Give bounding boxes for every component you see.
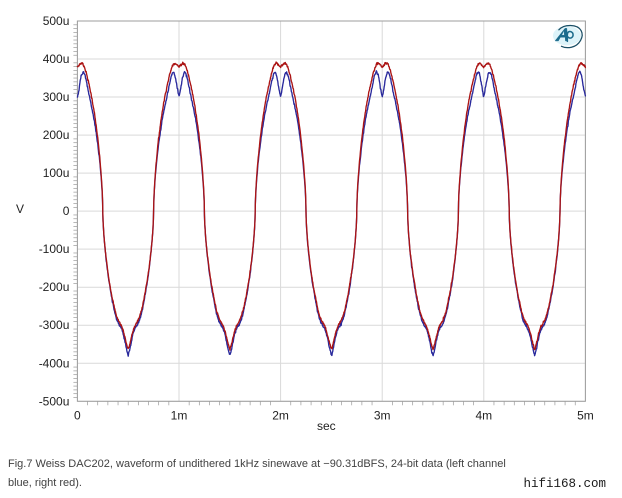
svg-text:-500u: -500u	[39, 394, 70, 408]
svg-text:200u: 200u	[43, 128, 70, 142]
svg-text:-400u: -400u	[39, 356, 70, 370]
svg-text:500u: 500u	[43, 14, 70, 28]
svg-text:1m: 1m	[171, 408, 188, 422]
svg-text:0: 0	[74, 408, 81, 422]
svg-text:-300u: -300u	[39, 318, 70, 332]
svg-text:100u: 100u	[43, 166, 70, 180]
svg-text:0: 0	[63, 204, 70, 218]
svg-text:300u: 300u	[43, 90, 70, 104]
svg-text:3m: 3m	[374, 408, 391, 422]
svg-text:2m: 2m	[272, 408, 289, 422]
svg-text:4m: 4m	[475, 408, 492, 422]
svg-text:5m: 5m	[577, 408, 594, 422]
svg-text:400u: 400u	[43, 52, 70, 66]
svg-text:-200u: -200u	[39, 280, 70, 294]
svg-text:-100u: -100u	[39, 242, 70, 256]
